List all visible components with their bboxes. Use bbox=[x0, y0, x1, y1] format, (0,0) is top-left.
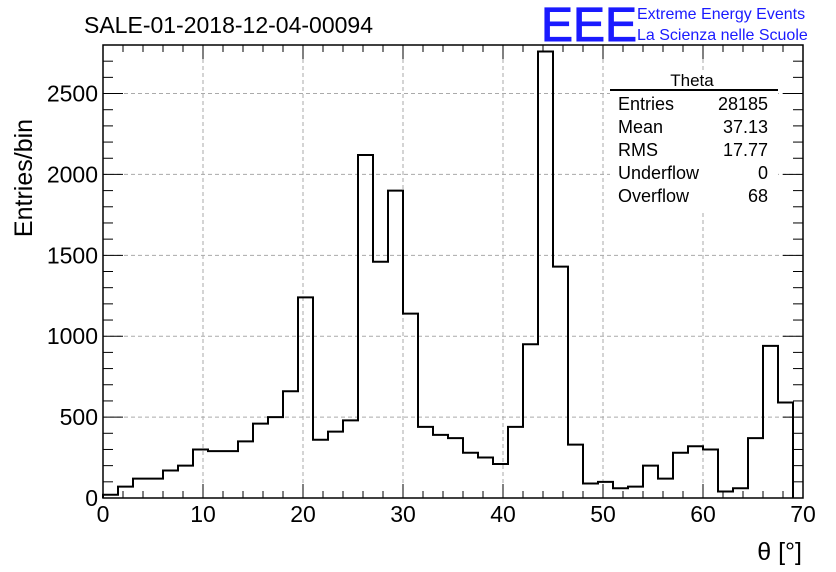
axes bbox=[102, 44, 804, 499]
histogram-bin bbox=[568, 445, 583, 498]
x-axis-label: θ [°] bbox=[757, 538, 802, 566]
x-tick-label: 60 bbox=[690, 501, 716, 527]
histogram-bin bbox=[328, 432, 343, 498]
histogram-outline bbox=[102, 50, 794, 498]
x-tick-label: 20 bbox=[290, 501, 316, 527]
eee-logo: EEE Extreme Energy Events La Scienza nel… bbox=[541, 0, 808, 53]
histogram-bin bbox=[598, 482, 613, 498]
eee-logo-mark: EEE bbox=[541, 0, 637, 52]
histogram-bin bbox=[613, 488, 628, 498]
histogram-bin bbox=[403, 314, 418, 498]
y-tick-label: 0 bbox=[85, 485, 98, 511]
stats-row-value: 37.13 bbox=[723, 117, 768, 137]
histogram-bin bbox=[223, 451, 238, 498]
histogram-bin bbox=[658, 479, 673, 498]
stats-row-value: 68 bbox=[748, 186, 768, 206]
stats-row-value: 17.77 bbox=[723, 140, 768, 160]
x-tick-labels: 0 10 20 30 40 50 60 70 bbox=[97, 501, 816, 527]
histogram-bin bbox=[253, 424, 268, 498]
stats-row-label: Overflow bbox=[618, 186, 690, 206]
histogram-series bbox=[102, 50, 794, 498]
histogram-bin bbox=[733, 488, 748, 498]
histogram-bin bbox=[133, 479, 148, 498]
y-tick-label: 2000 bbox=[47, 161, 98, 187]
x-tick-label: 70 bbox=[790, 501, 816, 527]
histogram-bin bbox=[283, 391, 298, 498]
stats-box: Theta Entries 28185 Mean 37.13 RMS 17.77 Under… bbox=[610, 70, 778, 210]
chart-title: SALE-01-2018-12-04-00094 bbox=[84, 12, 373, 38]
histogram-bin bbox=[358, 155, 373, 498]
histogram-bin bbox=[508, 427, 523, 498]
y-tick-label: 1500 bbox=[47, 242, 98, 268]
histogram-bin bbox=[208, 451, 223, 498]
stats-row-value: 0 bbox=[758, 163, 768, 183]
histogram-bin bbox=[628, 487, 643, 498]
histogram-bin bbox=[163, 470, 178, 498]
histogram-bin bbox=[388, 191, 403, 498]
stats-row-label: RMS bbox=[618, 140, 658, 160]
stats-row-label: Underflow bbox=[618, 163, 700, 183]
histogram-bin bbox=[343, 420, 358, 498]
histogram-bin bbox=[523, 344, 538, 498]
histogram-bin bbox=[418, 427, 433, 498]
histogram-bin bbox=[478, 458, 493, 498]
histogram-bin bbox=[703, 449, 718, 498]
eee-logo-line2: La Scienza nelle Scuole bbox=[637, 27, 808, 44]
stats-row-value: 28185 bbox=[718, 94, 768, 114]
x-tick-label: 10 bbox=[190, 501, 216, 527]
x-tick-label: 40 bbox=[490, 501, 516, 527]
histogram-bin bbox=[583, 483, 598, 498]
histogram-bin bbox=[148, 479, 163, 498]
histogram-bin bbox=[178, 466, 193, 498]
y-tick-label: 1000 bbox=[47, 323, 98, 349]
histogram-bin bbox=[463, 453, 478, 498]
histogram-bin bbox=[373, 262, 388, 498]
x-tick-label: 0 bbox=[97, 501, 110, 527]
histogram-bin bbox=[268, 417, 283, 498]
histogram-bin bbox=[748, 438, 763, 498]
stats-row-label: Mean bbox=[618, 117, 663, 137]
histogram-bin bbox=[673, 453, 688, 498]
histogram-bin bbox=[493, 464, 508, 498]
histogram-bin bbox=[313, 440, 328, 498]
stats-title: Theta bbox=[670, 71, 714, 90]
histogram-bin bbox=[193, 449, 208, 498]
x-tick-label: 30 bbox=[390, 501, 416, 527]
histogram-bin bbox=[118, 487, 133, 498]
histogram-bin bbox=[718, 492, 733, 498]
histogram-bin bbox=[448, 438, 463, 498]
y-tick-label: 2500 bbox=[47, 81, 98, 107]
histogram-bin bbox=[433, 435, 448, 498]
stats-row-label: Entries bbox=[618, 94, 674, 114]
y-tick-label: 500 bbox=[60, 404, 98, 430]
histogram-bin bbox=[643, 466, 658, 498]
histogram-bin bbox=[688, 446, 703, 498]
histogram-bin bbox=[238, 441, 253, 498]
y-axis-label: Entries/bin bbox=[10, 119, 38, 237]
eee-logo-line1: Extreme Energy Events bbox=[637, 6, 805, 23]
histogram-bin bbox=[553, 267, 568, 498]
histogram-bin bbox=[763, 346, 778, 498]
histogram-bin bbox=[298, 297, 313, 498]
y-tick-labels: 0 500 1000 1500 2000 2500 bbox=[47, 81, 98, 511]
histogram-bin bbox=[538, 51, 553, 498]
x-tick-label: 50 bbox=[590, 501, 616, 527]
